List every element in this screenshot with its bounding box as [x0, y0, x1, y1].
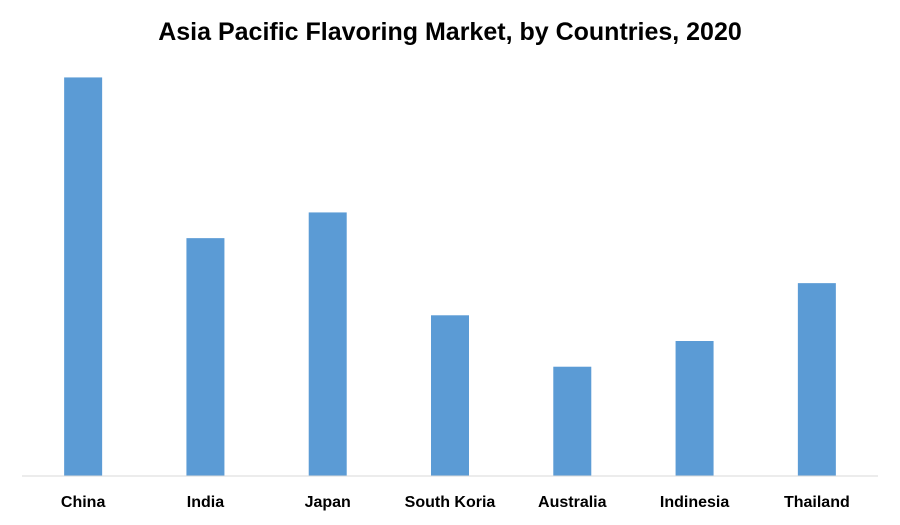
bar-thailand	[797, 283, 836, 476]
x-tick-label: Australia	[538, 494, 607, 511]
bar-china	[64, 77, 103, 476]
bar-south-koria	[431, 315, 469, 476]
x-tick-label: South Koria	[405, 494, 496, 511]
bar-japan	[308, 212, 347, 476]
bar-indinesia	[675, 341, 714, 476]
x-tick-label: China	[61, 494, 106, 511]
x-tick-label: Thailand	[784, 494, 850, 511]
x-tick-label: India	[187, 494, 224, 511]
x-tick-labels: China India Japan South Koria Australia Indin…	[61, 494, 850, 511]
bar-india	[186, 238, 225, 476]
bars-group	[64, 77, 836, 476]
x-tick-label: Japan	[305, 494, 351, 511]
bar-australia	[553, 366, 592, 476]
chart-title: Asia Pacific Flavoring Market, by Countr…	[158, 18, 742, 46]
x-tick-label: Indinesia	[660, 494, 729, 511]
